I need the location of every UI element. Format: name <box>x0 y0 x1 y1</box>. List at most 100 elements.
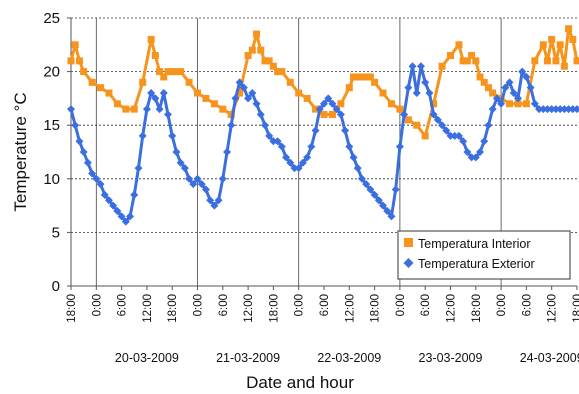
data-point <box>395 142 404 151</box>
x-tick-label: 12:00 <box>344 294 356 323</box>
data-point <box>139 78 147 86</box>
data-point <box>92 174 101 183</box>
data-point <box>345 142 354 151</box>
data-point <box>67 57 75 65</box>
data-point <box>311 126 320 135</box>
data-point <box>459 57 467 65</box>
x-tick-label: 18:00 <box>572 294 579 323</box>
data-point <box>235 78 244 87</box>
data-point <box>421 132 429 140</box>
data-point <box>223 148 232 156</box>
data-point <box>564 105 573 114</box>
x-tick-label: 6:00 <box>521 294 533 316</box>
data-point <box>277 142 286 151</box>
data-point <box>438 121 447 130</box>
data-point <box>472 57 480 65</box>
data-point <box>374 196 383 205</box>
data-point <box>244 52 252 60</box>
x-tick-label: 6:00 <box>117 294 129 316</box>
data-point <box>387 212 396 221</box>
data-point <box>315 105 324 114</box>
data-point <box>543 105 552 114</box>
data-point <box>471 153 480 162</box>
x-tick-label: 12:00 <box>243 294 255 323</box>
data-point <box>513 94 522 103</box>
data-point <box>269 137 278 146</box>
data-point <box>286 158 295 167</box>
data-point <box>421 78 430 87</box>
data-point <box>121 217 130 226</box>
data-point <box>168 131 177 140</box>
data-point <box>307 142 316 151</box>
data-point <box>362 73 370 81</box>
date-label: 21-03-2009 <box>216 351 280 365</box>
data-point <box>210 201 219 210</box>
data-point <box>556 105 565 114</box>
data-point <box>312 105 320 113</box>
data-point <box>265 131 274 140</box>
data-point <box>278 68 286 76</box>
data-point <box>337 100 345 108</box>
x-tick-label: 12:00 <box>142 294 154 323</box>
data-point <box>168 68 176 76</box>
data-point <box>303 153 312 162</box>
data-point <box>286 78 294 86</box>
data-point <box>413 121 421 129</box>
y-axis-title: Temperature °C <box>11 92 30 211</box>
data-point <box>273 137 282 146</box>
data-point <box>328 99 337 108</box>
x-tick-label: 0:00 <box>496 294 508 316</box>
data-point <box>366 185 375 194</box>
data-point <box>261 57 269 65</box>
data-point <box>253 30 261 38</box>
data-point <box>552 57 560 65</box>
data-point <box>433 115 442 124</box>
data-point <box>75 137 84 146</box>
data-point <box>177 68 185 76</box>
data-point <box>492 94 501 103</box>
data-point <box>506 100 514 108</box>
legend-box <box>397 230 571 280</box>
data-point <box>303 94 311 102</box>
data-point <box>320 99 328 108</box>
data-point <box>176 158 185 167</box>
data-point <box>497 99 506 108</box>
x-tick-label: 0:00 <box>193 294 205 316</box>
data-point <box>454 131 463 140</box>
data-point <box>573 105 579 114</box>
x-tick-label: 6:00 <box>319 294 331 316</box>
data-point <box>113 100 121 108</box>
data-point <box>180 164 189 173</box>
data-point <box>138 131 147 140</box>
data-point <box>488 105 497 114</box>
data-point <box>88 169 97 178</box>
data-point <box>468 52 476 60</box>
y-tick-label: 25 <box>43 10 60 27</box>
data-point <box>539 105 548 114</box>
y-tick-label: 10 <box>43 171 60 188</box>
data-point <box>476 148 485 156</box>
data-point <box>522 100 530 108</box>
data-point <box>159 89 168 98</box>
data-point <box>341 126 350 135</box>
data-point <box>80 68 88 76</box>
legend-label-exterior: Temperatura Exterior <box>418 257 535 271</box>
data-point <box>298 158 307 167</box>
x-tick-label: 12:00 <box>547 294 559 323</box>
data-point <box>430 100 438 108</box>
data-point <box>257 46 265 54</box>
data-point <box>134 164 143 173</box>
x-tick-label: 6:00 <box>218 294 230 316</box>
data-point <box>379 201 388 210</box>
data-point <box>565 25 573 33</box>
data-point <box>459 137 468 146</box>
data-point <box>282 153 291 162</box>
legend-marker-interior <box>404 238 413 247</box>
data-point <box>505 78 514 87</box>
data-point <box>328 110 336 118</box>
data-point <box>189 180 198 189</box>
data-point <box>362 180 371 189</box>
data-point <box>151 94 160 103</box>
data-point <box>438 62 446 70</box>
